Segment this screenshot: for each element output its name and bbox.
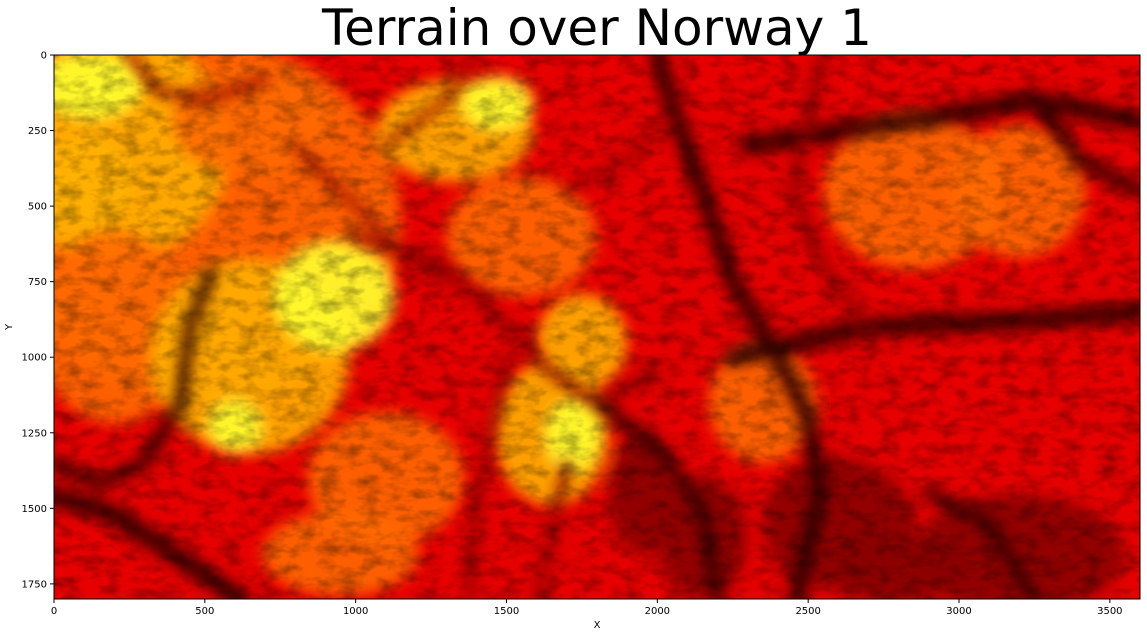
y-axis-label: Y	[4, 323, 15, 331]
y-axis: 0 250 500 750 1000 1250 1500 1750	[22, 51, 54, 590]
plot-frame	[53, 54, 1141, 600]
terrain-texture-layer	[54, 55, 1140, 599]
x-tick-label: 1500	[494, 606, 519, 617]
x-tick-label: 1000	[343, 606, 368, 617]
x-tick-label: 3500	[1097, 606, 1122, 617]
terrain-image	[54, 55, 1140, 599]
chart-title: Terrain over Norway 1	[321, 0, 872, 57]
x-tick-label: 500	[195, 606, 214, 617]
plot-area: 0 500 1000 1500 2000 2500 3000 3500 0 250 500 750 1…	[22, 51, 1141, 617]
x-axis: 0 500 1000 1500 2000 2500 3000 3500	[51, 599, 1123, 617]
y-tick-label: 0	[41, 51, 47, 62]
y-tick-label: 750	[28, 277, 47, 288]
x-tick-label: 0	[51, 606, 57, 617]
y-tick-label: 1000	[22, 353, 47, 364]
y-tick-label: 250	[28, 126, 47, 137]
y-tick-label: 1500	[22, 504, 47, 515]
y-tick-label: 1250	[22, 428, 47, 439]
y-tick-label: 500	[28, 202, 47, 213]
y-tick-label: 1750	[22, 579, 47, 590]
x-tick-label: 2500	[795, 606, 820, 617]
x-axis-label: X	[594, 620, 601, 631]
x-tick-label: 2000	[645, 606, 670, 617]
x-tick-label: 3000	[946, 606, 971, 617]
